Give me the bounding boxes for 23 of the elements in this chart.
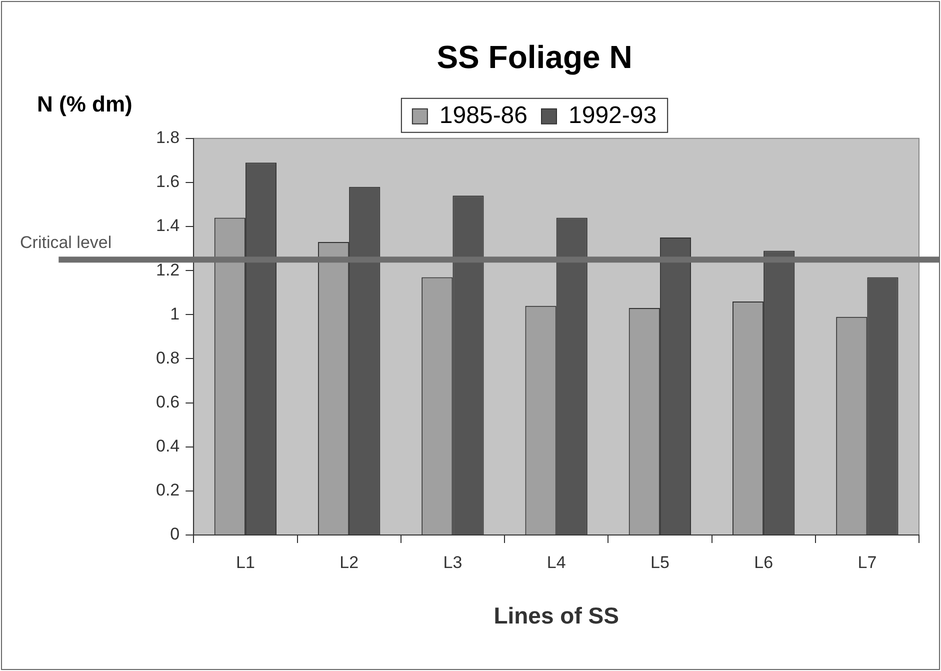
y-axis-title: N (% dm)	[37, 91, 132, 116]
y-tick-label: 0.6	[156, 392, 180, 412]
y-tick-label: 1.8	[156, 128, 180, 148]
x-tick-label: L2	[340, 552, 359, 572]
x-tick-label: L6	[754, 552, 774, 572]
y-tick-label: 0.2	[156, 480, 180, 500]
y-tick-label: 0	[170, 524, 180, 544]
x-tick-label: L5	[650, 552, 670, 572]
y-tick-label: 1.6	[156, 172, 180, 192]
y-tick-label: 1	[170, 304, 180, 324]
x-tick-label: L7	[858, 552, 877, 572]
y-tick-label: 1.4	[156, 216, 180, 236]
x-tick-label: L1	[236, 552, 255, 572]
y-tick-label: 0.8	[156, 348, 180, 368]
ref-line-label: Critical level	[20, 232, 112, 252]
y-tick-label: 1.2	[156, 260, 180, 280]
y-tick-label: 0.4	[156, 436, 180, 456]
chart-title: SS Foliage N	[436, 39, 632, 76]
x-axis-title: Lines of SS	[494, 602, 619, 629]
legend-label: 1985-86	[439, 102, 528, 130]
legend-label: 1992-93	[568, 102, 657, 130]
x-tick-label: L4	[546, 552, 566, 572]
x-tick-label: L3	[443, 552, 462, 572]
